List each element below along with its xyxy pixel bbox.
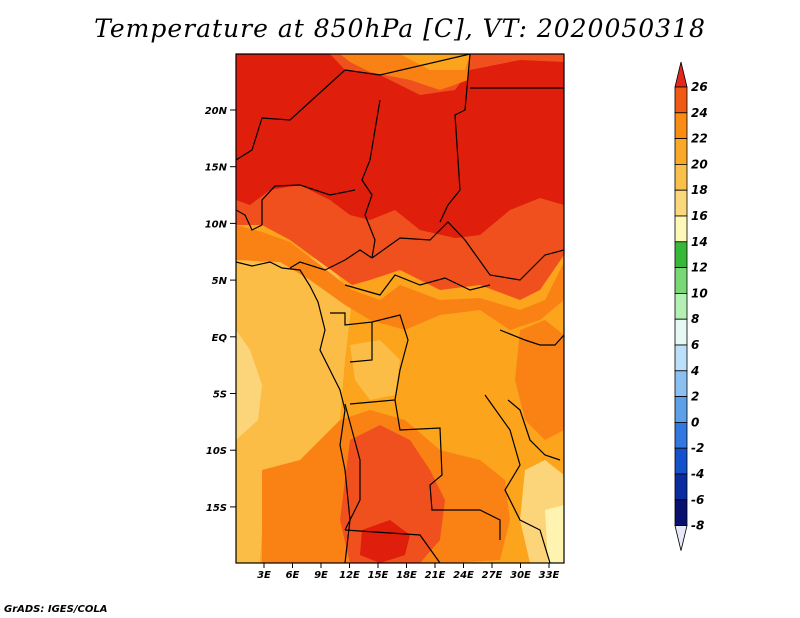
- colorbar-segment: [674, 138, 688, 165]
- colorbar-label: 14: [691, 235, 708, 249]
- y-tick-label: 20N: [205, 106, 228, 117]
- temperature-field: [236, 54, 564, 563]
- colorbar-label: 8: [691, 312, 699, 326]
- colorbar-segment: [674, 267, 688, 294]
- colorbar-label: -4: [691, 467, 704, 481]
- border-lines: [236, 54, 564, 563]
- field-east-22: [515, 320, 564, 440]
- colorbar-segment: [674, 421, 688, 449]
- x-axis: 3E 6E 9E 12E 15E 18E 21E 24E 27E 30E 33E: [257, 563, 560, 581]
- colorbar-label: 12: [691, 261, 708, 275]
- colorbar-segment: [674, 215, 688, 243]
- colorbar-label: 6: [691, 338, 699, 352]
- x-tick-label: 30E: [510, 570, 531, 581]
- colorbar-label: 20: [691, 157, 708, 171]
- field-atlantic-16: [236, 330, 262, 440]
- colorbar-segment: [674, 292, 688, 320]
- chart-title: Temperature at 850hPa [C], VT: 202005031…: [94, 14, 706, 43]
- colorbar-top-arrow: [674, 61, 688, 88]
- colorbar-label: 26: [691, 80, 708, 94]
- country-borders: [236, 54, 564, 563]
- colorbar-label: 2: [691, 390, 699, 404]
- x-tick-label: 27E: [482, 570, 503, 581]
- colorbar-bottom-arrow: [674, 525, 688, 551]
- colorbar-label: 22: [691, 132, 708, 146]
- colorbar-segment: [674, 499, 688, 526]
- colorbar-segment: [674, 112, 688, 140]
- colorbar-label: 24: [691, 106, 708, 120]
- x-tick-label: 9E: [314, 570, 328, 581]
- colorbar-segment: [674, 189, 688, 217]
- colorbar-label: 4: [690, 364, 699, 378]
- x-tick-label: 33E: [539, 570, 560, 581]
- field-north-26: [236, 54, 564, 238]
- x-tick-label: 12E: [339, 570, 360, 581]
- x-tick-label: 24E: [453, 570, 474, 581]
- colorbar-segment: [674, 318, 688, 346]
- colorbar-label: 10: [691, 286, 708, 300]
- credit-text: GrADS: IGES/COLA: [4, 604, 108, 615]
- y-tick-label: 5S: [213, 390, 227, 401]
- x-tick-label: 18E: [396, 570, 417, 581]
- colorbar-segment: [674, 447, 688, 475]
- y-tick-label: 10N: [205, 219, 228, 230]
- x-tick-label: 21E: [425, 570, 446, 581]
- colorbar-label: -6: [691, 493, 704, 507]
- colorbar-segment: [674, 86, 688, 114]
- colorbar-label: 16: [691, 209, 708, 223]
- coastline: [236, 261, 351, 563]
- field-belt-22: [236, 225, 564, 330]
- y-tick-label: EQ: [212, 333, 228, 344]
- field-southeast-14: [545, 505, 564, 563]
- x-tick-label: 15E: [368, 570, 389, 581]
- colorbar-segment: [674, 473, 688, 501]
- colorbar-label: -8: [691, 519, 704, 533]
- colorbar-segment: [674, 163, 688, 191]
- field-south-26: [360, 520, 410, 563]
- colorbar-label: 0: [691, 415, 699, 429]
- map-frame: [235, 53, 565, 564]
- colorbar-label: 18: [691, 183, 708, 197]
- y-tick-label: 5N: [212, 276, 228, 287]
- colorbar-segment: [674, 370, 688, 397]
- y-tick-label: 15S: [206, 503, 227, 514]
- y-tick-label: 15N: [205, 163, 228, 174]
- field-congo-18: [350, 340, 400, 400]
- colorbar-label: -2: [691, 441, 704, 455]
- y-tick-label: 10S: [206, 446, 227, 457]
- colorbar-segment: [674, 396, 688, 423]
- x-tick-label: 3E: [257, 570, 271, 581]
- x-tick-label: 6E: [286, 570, 300, 581]
- y-axis: 20N 15N 10N 5N EQ 5S 10S 15S: [205, 106, 236, 514]
- colorbar-segment: [674, 344, 688, 372]
- colorbar-segment: [674, 241, 688, 269]
